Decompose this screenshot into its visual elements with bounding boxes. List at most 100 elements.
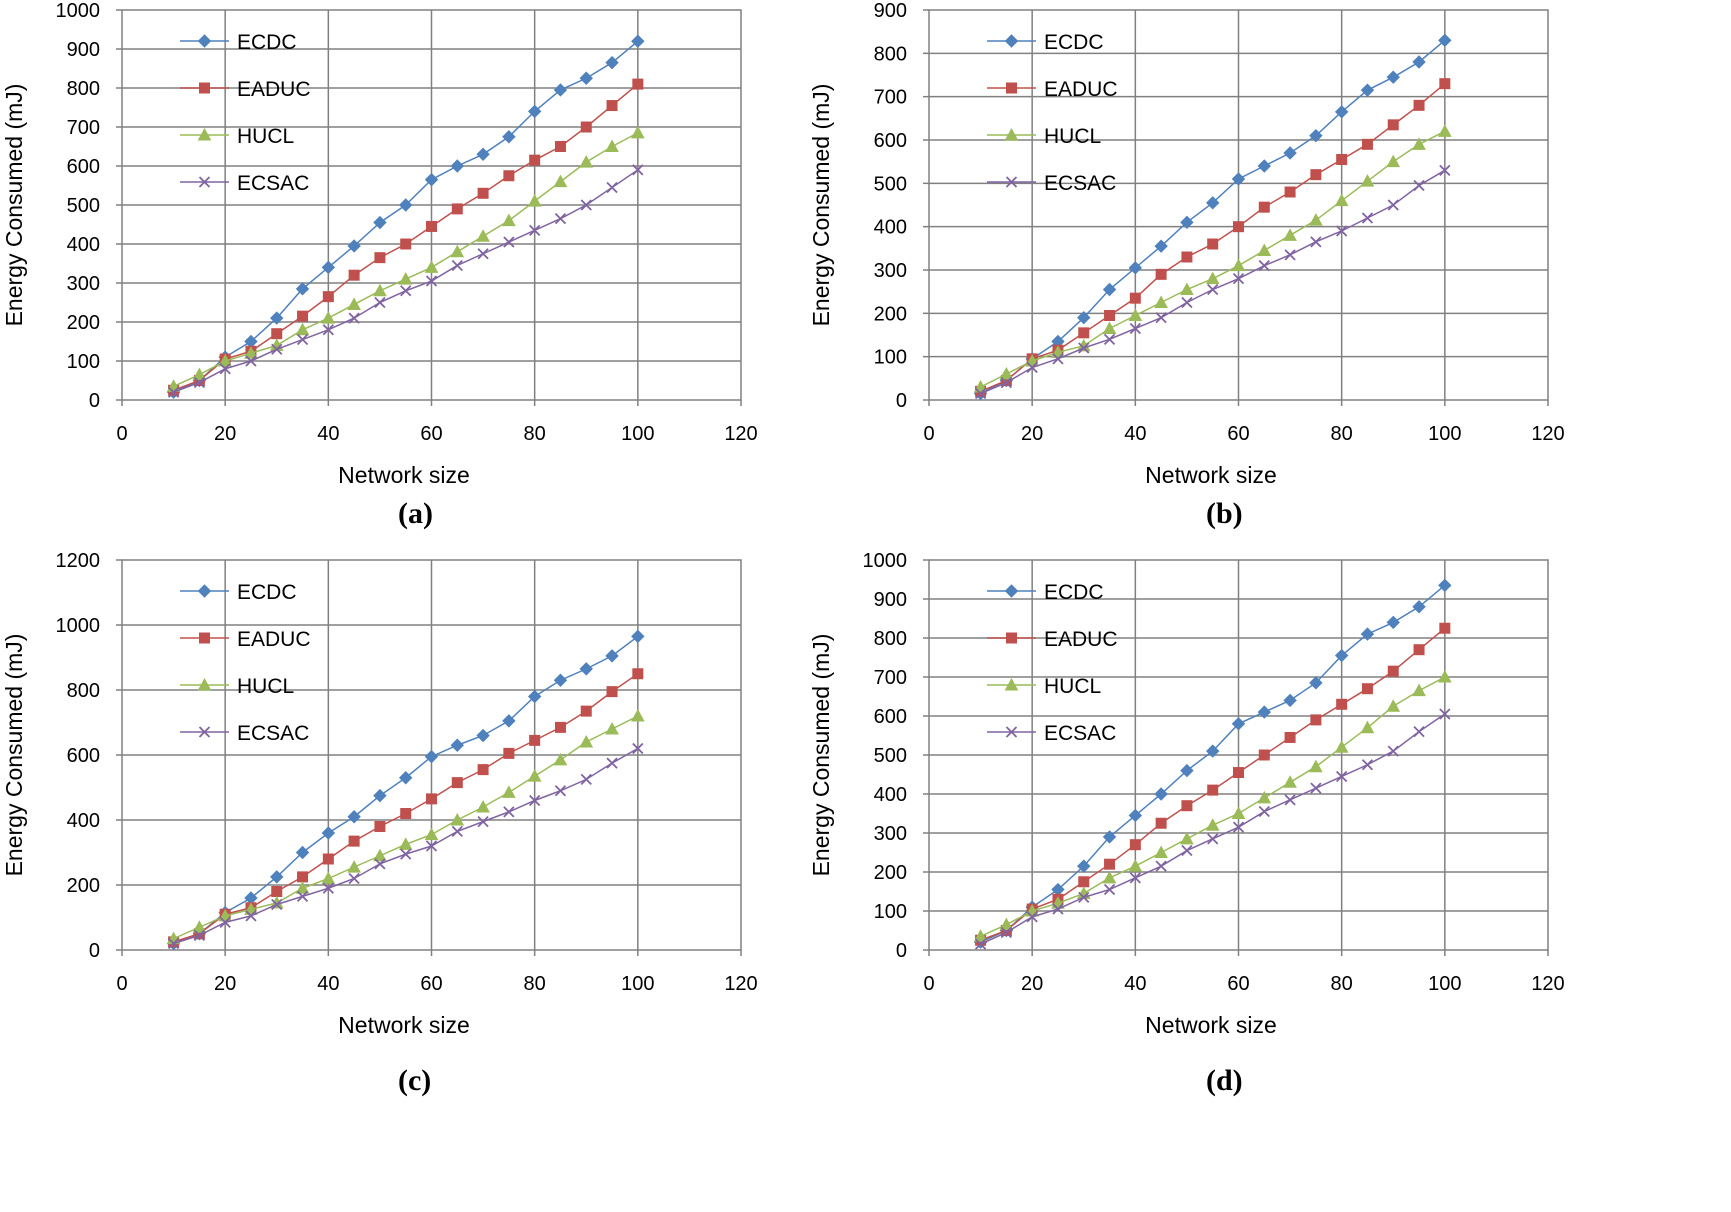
data-point-ecsac [296, 890, 309, 903]
data-point-ecdc [1102, 282, 1117, 297]
data-point-eaduc [1078, 876, 1090, 888]
y-tick-label: 100 [874, 901, 907, 923]
data-point-eaduc [1284, 731, 1296, 743]
data-point-hucl [1283, 228, 1297, 241]
data-point-ecdc [1128, 261, 1143, 275]
data-point-ecsac [245, 910, 257, 922]
data-point-ecsac [374, 296, 386, 309]
y-tick-label: 1200 [56, 550, 101, 572]
data-point-hucl [192, 367, 207, 381]
data-point-ecdc [347, 239, 361, 253]
data-point-ecsac [245, 355, 257, 367]
legend-marker-ecdc [1004, 34, 1019, 48]
data-point-ecdc [1386, 615, 1400, 630]
data-point-hucl [1128, 308, 1143, 321]
data-point-hucl [347, 297, 361, 310]
data-point-ecdc [399, 771, 413, 785]
data-point-hucl [1360, 174, 1375, 187]
data-point-ecdc [1154, 787, 1168, 801]
legend-marker-ecsac [1005, 726, 1018, 738]
legend-label-hucl: HUCL [237, 675, 294, 698]
data-point-ecdc [1128, 808, 1143, 823]
data-point-ecsac [1258, 260, 1270, 272]
x-axis-label: Network size [338, 462, 470, 488]
y-tick-label: 100 [67, 351, 100, 373]
data-point-eaduc [1129, 292, 1141, 304]
data-point-ecdc [373, 788, 387, 803]
data-point-hucl [630, 708, 645, 722]
data-point-hucl [1309, 759, 1323, 773]
legend-marker-hucl [197, 127, 212, 141]
data-point-ecsac [477, 815, 489, 828]
data-point-ecdc [502, 130, 516, 144]
data-point-hucl [605, 139, 619, 152]
legend-label-hucl: HUCL [1044, 125, 1101, 148]
series-ecsac [167, 742, 644, 950]
data-point-ecdc [424, 172, 439, 187]
data-point-eaduc [348, 269, 360, 281]
data-point-hucl [476, 799, 490, 813]
data-point-ecsac [1387, 199, 1399, 211]
x-tick-label: 20 [1021, 423, 1043, 445]
legend-label-ecdc: ECDC [1044, 581, 1104, 604]
chart-svg: 0 100 200 300 400 500 600 700 800 900 1000 0 20 40 60 8… [808, 550, 1565, 1038]
legend-label-ecdc: ECDC [237, 581, 297, 604]
data-point-eaduc [1104, 858, 1116, 870]
data-point-hucl [476, 229, 490, 242]
data-point-eaduc [297, 310, 309, 322]
data-point-ecsac [529, 794, 541, 807]
legend-label-hucl: HUCL [237, 125, 294, 148]
data-point-ecdc [527, 689, 542, 704]
data-point-ecsac [348, 312, 360, 324]
y-tick-label: 400 [874, 784, 907, 806]
data-point-eaduc [1181, 251, 1193, 263]
y-tick-label: 200 [874, 862, 907, 884]
data-point-hucl [373, 283, 387, 297]
data-point-hucl [295, 322, 310, 336]
data-point-hucl [1412, 137, 1426, 150]
series-ecsac [974, 708, 1451, 950]
data-point-hucl [579, 155, 594, 168]
data-point-hucl [1257, 243, 1272, 256]
x-tick-label: 60 [420, 423, 442, 445]
data-point-ecsac [632, 742, 644, 755]
chart-panel-b: 0 100 200 300 400 500 600 700 800 900 0 20 40 60 80 100… [807, 0, 1672, 606]
y-tick-label: 900 [874, 589, 907, 611]
data-point-eaduc [632, 78, 644, 90]
data-point-ecsac [1232, 273, 1245, 285]
data-point-ecsac [1000, 926, 1013, 939]
data-point-ecsac [1387, 745, 1399, 757]
data-point-ecsac [1155, 860, 1167, 872]
legend-label-hucl: HUCL [1044, 675, 1101, 698]
x-tick-label: 0 [923, 423, 934, 445]
x-tick-label: 20 [214, 423, 236, 445]
data-point-ecsac [606, 181, 618, 194]
data-point-ecsac [1052, 903, 1064, 915]
data-point-ecsac [1310, 782, 1322, 794]
data-point-hucl [553, 752, 568, 766]
legend-marker-ecdc [197, 584, 212, 598]
data-point-hucl [218, 353, 233, 367]
data-point-ecsac [554, 213, 567, 225]
data-point-ecsac [167, 937, 180, 950]
data-point-ecsac [296, 333, 309, 346]
x-tick-label: 0 [116, 423, 127, 445]
data-point-eaduc [1387, 119, 1399, 131]
data-point-eaduc [1413, 644, 1425, 656]
data-point-hucl [1231, 806, 1246, 819]
legend-marker-hucl [1004, 127, 1019, 141]
data-point-ecdc [270, 870, 284, 884]
chart-svg: 0 100 200 300 400 500 600 700 800 900 1000 0 20 40 60 8… [1, 0, 758, 488]
data-point-ecsac [1439, 708, 1451, 720]
data-point-ecsac [271, 898, 283, 911]
data-point-ecdc [1257, 159, 1271, 173]
y-tick-label: 1000 [56, 615, 101, 637]
y-tick-label: 700 [874, 667, 907, 689]
panel-caption-d: (d) [1206, 1064, 1243, 1097]
data-point-ecdc [450, 159, 464, 173]
data-point-hucl [1437, 669, 1452, 683]
data-point-ecsac [219, 363, 231, 375]
legend-marker-eaduc [199, 82, 210, 94]
data-point-eaduc [297, 871, 309, 883]
data-point-ecdc [1334, 648, 1349, 663]
